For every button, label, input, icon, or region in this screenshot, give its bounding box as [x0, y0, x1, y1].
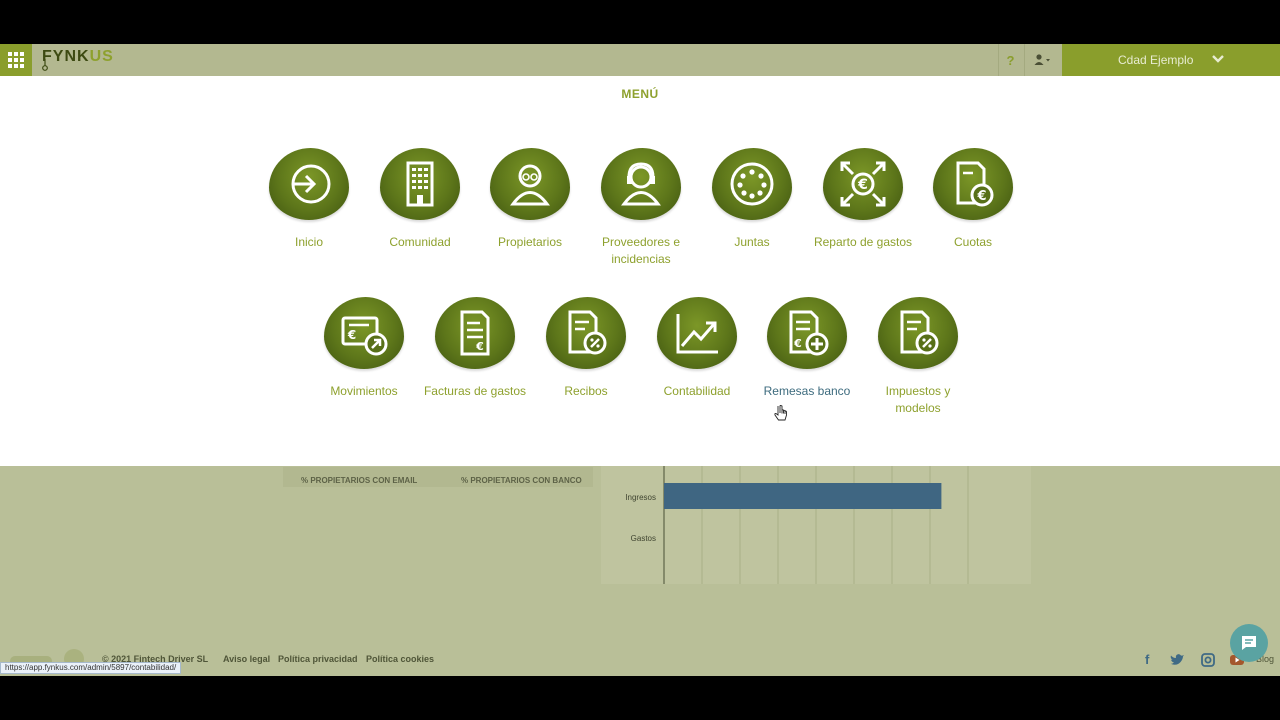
menu-panel: MENÚ Inicio Comunidad Propietarios Prove…: [0, 76, 1280, 466]
community-name: Cdad Ejemplo: [1118, 53, 1194, 67]
grid-icon: [8, 52, 24, 68]
instagram-icon[interactable]: [1201, 653, 1215, 667]
twitter-icon[interactable]: [1170, 653, 1185, 666]
receipt-percent-icon: [568, 310, 607, 355]
menu-label: Reparto de gastos: [813, 235, 913, 249]
euro-expand-icon: €: [840, 161, 886, 207]
menu-label: Facturas de gastos: [423, 384, 527, 398]
chart-category-label: Gastos: [631, 534, 656, 543]
svg-text:€: €: [976, 189, 986, 204]
card-euro-arrow-icon: €: [341, 316, 388, 356]
footer-link-blog[interactable]: Blog: [1256, 654, 1275, 664]
document-euro-icon: €: [956, 161, 994, 207]
menu-item-cuotas[interactable]: € Cuotas: [918, 148, 1028, 251]
community-selector[interactable]: Cdad Ejemplo: [1062, 44, 1280, 76]
copyright-text: © 2021 Fintech Driver SL: [102, 654, 209, 664]
footer-link-aviso-legal[interactable]: Aviso legal: [223, 654, 271, 664]
menu-label: Impuestos y modelos: [885, 384, 951, 415]
chat-button[interactable]: [1230, 624, 1268, 662]
menu-item-proveedores[interactable]: Proveedores e incidencias: [586, 148, 696, 268]
headset-person-icon: [621, 162, 661, 206]
svg-text:€: €: [475, 340, 484, 353]
footer-link-privacidad[interactable]: Política privacidad: [278, 654, 358, 664]
chart-svg: IngresosGastos0,00 €2.000,00 €4.000,00 €…: [625, 466, 969, 584]
menu-item-comunidad[interactable]: Comunidad: [365, 148, 475, 251]
svg-text:€: €: [793, 337, 802, 350]
menu-item-inicio[interactable]: Inicio: [254, 148, 364, 251]
income-expense-chart: IngresosGastos0,00 €2.000,00 €4.000,00 €…: [601, 466, 1031, 584]
kpi-email-heading: % PROPIETARIOS CON EMAIL: [301, 476, 418, 485]
user-icon: [1034, 54, 1050, 65]
menu-label: Remesas banco: [763, 384, 851, 398]
help-button[interactable]: ?: [998, 44, 1022, 76]
menu-item-impuestos-modelos[interactable]: Impuestos y modelos: [863, 297, 973, 417]
menu-item-remesas-banco[interactable]: € Remesas banco: [752, 297, 862, 400]
copyright-owner: 2021 Fintech Driver SL: [111, 654, 209, 664]
chevron-down-icon: [1212, 55, 1224, 63]
top-bar: FYNKUS ? Cdad Ejemplo: [0, 44, 1280, 76]
hand-cursor-icon: [774, 405, 787, 421]
invoice-euro-icon: €: [460, 310, 490, 356]
chat-icon: [1242, 636, 1256, 650]
trend-chart-icon: [676, 314, 718, 354]
menu-label: Movimientos: [330, 384, 398, 398]
footer-link-cookies[interactable]: Política cookies: [366, 654, 435, 664]
footer: © 2021 Fintech Driver SL Aviso legal Pol…: [0, 644, 1280, 676]
menu-item-juntas[interactable]: Juntas: [697, 148, 807, 251]
logo-text-accent: US: [89, 48, 114, 65]
key-icon: [42, 59, 48, 71]
menu-label: Contabilidad: [663, 384, 731, 398]
apps-grid-button[interactable]: [0, 44, 32, 76]
menu-item-movimientos[interactable]: € Movimientos: [309, 297, 419, 400]
app-viewport: FYNKUS ? Cdad Ejemplo % PROPIETARIOS CON…: [0, 44, 1280, 676]
kpi-bank-heading: % PROPIETARIOS CON BANCO: [461, 476, 582, 485]
tax-percent-icon: [900, 310, 939, 355]
menu-label: Inicio: [294, 235, 323, 249]
menu-label: Cuotas: [953, 235, 993, 249]
person-glasses-icon: [510, 164, 550, 206]
status-bar-url: https://app.fynkus.com/admin/5897/contab…: [0, 662, 182, 674]
logo-text-main: FYNK: [42, 48, 90, 65]
svg-text:€: €: [857, 177, 868, 193]
user-menu-button[interactable]: [1024, 44, 1060, 76]
chart-category-label: Ingresos: [625, 493, 656, 502]
menu-label: Comunidad: [389, 235, 451, 249]
chart-bar: [664, 483, 942, 509]
menu-label: Proveedores e incidencias: [601, 235, 681, 266]
menu-item-propietarios[interactable]: Propietarios: [475, 148, 585, 251]
meeting-circle-icon: [730, 162, 774, 206]
menu-item-contabilidad[interactable]: Contabilidad: [642, 297, 752, 400]
menu-item-reparto-gastos[interactable]: € Reparto de gastos: [808, 148, 918, 251]
kpi-header-strip: [283, 467, 593, 487]
menu-label: Juntas: [734, 235, 770, 249]
fynkus-logo[interactable]: FYNKUS: [42, 48, 114, 66]
facebook-icon[interactable]: f: [1145, 652, 1150, 667]
svg-text:€: €: [347, 328, 356, 342]
login-arrow-icon: [291, 164, 331, 204]
menu-label: Recibos: [564, 384, 608, 398]
menu-item-facturas-gastos[interactable]: € Facturas de gastos: [420, 297, 530, 400]
building-icon: [406, 161, 434, 207]
menu-label: Propietarios: [497, 235, 563, 249]
document-euro-plus-icon: €: [789, 310, 829, 356]
menu-title: MENÚ: [621, 87, 659, 101]
menu-item-recibos[interactable]: Recibos: [531, 297, 641, 400]
